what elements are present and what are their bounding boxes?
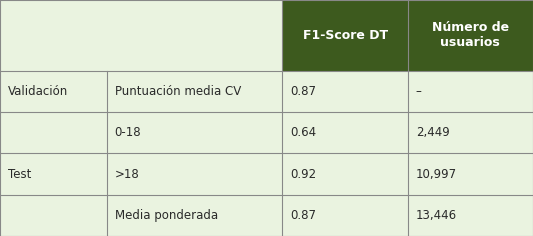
Text: 2,449: 2,449 <box>416 126 449 139</box>
Text: 0.87: 0.87 <box>290 85 317 98</box>
Bar <box>107 153 282 195</box>
Bar <box>408 71 533 112</box>
Text: Validación: Validación <box>8 85 68 98</box>
Text: 0-18: 0-18 <box>115 126 141 139</box>
Text: –: – <box>416 85 422 98</box>
Bar <box>282 112 408 153</box>
Bar <box>282 195 408 236</box>
Text: 10,997: 10,997 <box>416 168 457 181</box>
Bar <box>107 195 282 236</box>
Text: 0.64: 0.64 <box>290 126 317 139</box>
Text: F1-Score DT: F1-Score DT <box>303 29 387 42</box>
Bar <box>0 195 107 236</box>
Bar <box>408 153 533 195</box>
Bar <box>408 0 533 71</box>
Bar <box>0 112 107 153</box>
Bar <box>282 71 408 112</box>
Text: Media ponderada: Media ponderada <box>115 209 217 222</box>
Bar <box>107 112 282 153</box>
Bar <box>107 71 282 112</box>
Text: 13,446: 13,446 <box>416 209 457 222</box>
Text: 0.87: 0.87 <box>290 209 317 222</box>
Bar <box>0 71 107 112</box>
Text: 0.92: 0.92 <box>290 168 317 181</box>
Text: >18: >18 <box>115 168 139 181</box>
Text: Número de
usuarios: Número de usuarios <box>432 21 509 49</box>
Bar <box>282 0 408 71</box>
Bar <box>0 0 107 71</box>
Bar <box>107 0 282 71</box>
Text: Test: Test <box>8 168 31 181</box>
Bar <box>408 195 533 236</box>
Bar <box>282 153 408 195</box>
Bar <box>408 112 533 153</box>
Bar <box>0 153 107 195</box>
Text: Puntuación media CV: Puntuación media CV <box>115 85 241 98</box>
